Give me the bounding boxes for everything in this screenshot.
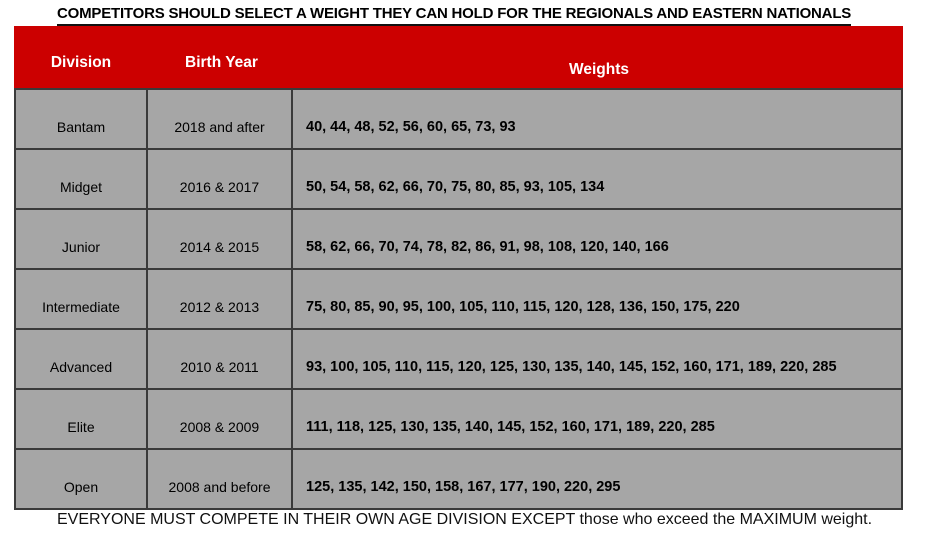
- division-cell: Elite: [16, 390, 148, 448]
- birth-year-cell: 2010 & 2011: [148, 330, 293, 388]
- birth-year-cell: 2008 & 2009: [148, 390, 293, 448]
- table-row: Bantam 2018 and after 40, 44, 48, 52, 56…: [16, 90, 901, 150]
- division-cell: Junior: [16, 210, 148, 268]
- birth-year-cell: 2014 & 2015: [148, 210, 293, 268]
- column-header-division: Division: [50, 54, 112, 71]
- weights-cell: 125, 135, 142, 150, 158, 167, 177, 190, …: [306, 479, 621, 495]
- table-body: Bantam 2018 and after 40, 44, 48, 52, 56…: [14, 88, 903, 510]
- birth-year-cell: 2008 and before: [148, 450, 293, 508]
- birth-year-cell: 2012 & 2013: [148, 270, 293, 328]
- birth-year-cell: 2018 and after: [148, 90, 293, 148]
- weights-cell: 93, 100, 105, 110, 115, 120, 125, 130, 1…: [306, 359, 837, 375]
- table-row: Advanced 2010 & 2011 93, 100, 105, 110, …: [16, 330, 901, 390]
- division-cell: Open: [16, 450, 148, 508]
- weights-cell: 58, 62, 66, 70, 74, 78, 82, 86, 91, 98, …: [306, 239, 669, 255]
- weights-cell: 75, 80, 85, 90, 95, 100, 105, 110, 115, …: [306, 299, 740, 315]
- table-row: Open 2008 and before 125, 135, 142, 150,…: [16, 450, 901, 508]
- table-row: Midget 2016 & 2017 50, 54, 58, 62, 66, 7…: [16, 150, 901, 210]
- page-title: COMPETITORS SHOULD SELECT A WEIGHT THEY …: [57, 5, 851, 27]
- division-cell: Advanced: [16, 330, 148, 388]
- footer-note: EVERYONE MUST COMPETE IN THEIR OWN AGE D…: [57, 511, 873, 528]
- table-row: Junior 2014 & 2015 58, 62, 66, 70, 74, 7…: [16, 210, 901, 270]
- table-row: Intermediate 2012 & 2013 75, 80, 85, 90,…: [16, 270, 901, 330]
- table-header-row: Division Birth Year Weights: [14, 26, 903, 88]
- weights-cell: 40, 44, 48, 52, 56, 60, 65, 73, 93: [306, 119, 516, 135]
- weight-divisions-table: Division Birth Year Weights Bantam 2018 …: [14, 26, 903, 510]
- weights-cell: 111, 118, 125, 130, 135, 140, 145, 152, …: [306, 419, 715, 435]
- weights-cell: 50, 54, 58, 62, 66, 70, 75, 80, 85, 93, …: [306, 179, 605, 195]
- column-header-weights: Weights: [569, 61, 629, 78]
- division-cell: Midget: [16, 150, 148, 208]
- division-cell: Bantam: [16, 90, 148, 148]
- division-cell: Intermediate: [16, 270, 148, 328]
- birth-year-cell: 2016 & 2017: [148, 150, 293, 208]
- column-header-birth-year: Birth Year: [185, 54, 258, 71]
- table-row: Elite 2008 & 2009 111, 118, 125, 130, 13…: [16, 390, 901, 450]
